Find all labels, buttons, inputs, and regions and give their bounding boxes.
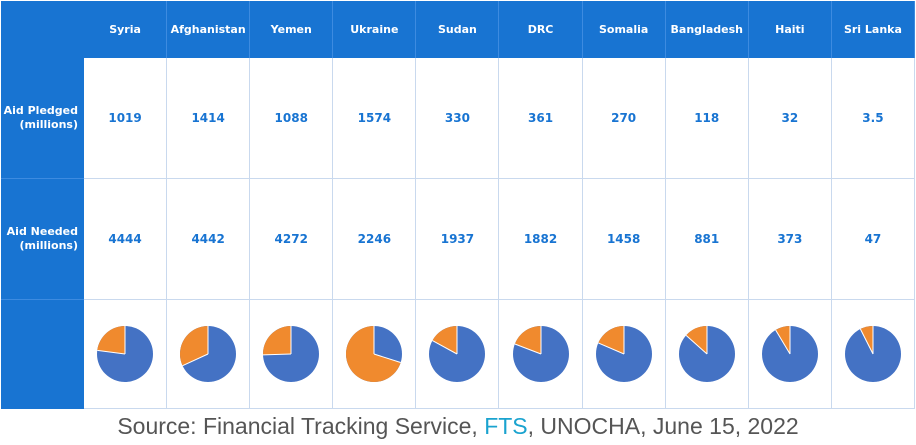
- pie-cell: [416, 300, 500, 409]
- pie-chart: [263, 326, 320, 382]
- column-header: Haiti: [748, 1, 832, 58]
- table-cell-value: 118: [665, 58, 749, 179]
- row-label: Aid Needed (millions): [1, 179, 84, 300]
- pie-slice-pledged: [432, 326, 458, 354]
- column-header: Afghanistan: [167, 1, 251, 58]
- pie-cell: [748, 300, 832, 409]
- column-header: Sudan: [416, 1, 500, 58]
- aid-table: Syria Afghanistan Yemen Ukraine Sudan DRC Soma…: [1, 1, 915, 409]
- pie-cell: [333, 300, 417, 409]
- pie-separator: [859, 328, 874, 355]
- pie-chart: [346, 326, 403, 382]
- pie-separator: [775, 329, 791, 355]
- table-cell-value: 4444: [84, 179, 168, 300]
- table-cell-value: 1574: [333, 58, 417, 179]
- pie-separator: [374, 353, 402, 363]
- pie-chart: [180, 326, 237, 382]
- header-corner: [1, 1, 84, 58]
- column-header: Yemen: [250, 1, 334, 58]
- table-cell-value: 1019: [84, 58, 168, 179]
- column-header: Bangladesh: [665, 1, 749, 58]
- pie-slice-pledged: [263, 326, 292, 355]
- pie-slice-pledged: [685, 326, 707, 354]
- pie-cell: [250, 300, 334, 409]
- pie-row-label: [1, 300, 84, 409]
- table-cell-value: 32: [748, 58, 832, 179]
- pie-slice-pledged: [180, 326, 209, 366]
- column-header: Somalia: [582, 1, 666, 58]
- pie-chart: [761, 326, 818, 382]
- caption-text-end: , UNOCHA, June 15, 2022: [527, 413, 799, 439]
- table-cell-value: 1882: [499, 179, 583, 300]
- table-cell-value: 3.5: [831, 58, 915, 179]
- table-cell-value: 881: [665, 179, 749, 300]
- pie-separator: [597, 342, 624, 355]
- table-cell-value: 4272: [250, 179, 334, 300]
- table-cell-value: 373: [748, 179, 832, 300]
- table-cell-value: 1414: [167, 58, 251, 179]
- pie-cell: [499, 300, 583, 409]
- pie-separator: [182, 353, 209, 367]
- pie-separator: [685, 334, 708, 355]
- pie-slice-pledged: [597, 326, 624, 354]
- table-cell-value: 330: [416, 58, 500, 179]
- pie-slice-pledged: [97, 326, 126, 354]
- fts-link[interactable]: FTS: [484, 413, 528, 439]
- pie-chart: [512, 326, 569, 382]
- column-header: Ukraine: [333, 1, 417, 58]
- pie-chart: [97, 326, 154, 382]
- pie-slice-pledged: [346, 326, 402, 382]
- pie-cell: [582, 300, 666, 409]
- column-header: Sri Lanka: [831, 1, 915, 58]
- pie-separator: [432, 340, 458, 355]
- table-cell-value: 1458: [582, 179, 666, 300]
- pie-slice-pledged: [775, 326, 790, 354]
- column-header: Syria: [84, 1, 168, 58]
- pie-separator: [514, 343, 541, 355]
- table-cell-value: 361: [499, 58, 583, 179]
- pie-chart: [678, 326, 735, 382]
- pie-slice-pledged: [514, 326, 541, 354]
- pie-chart: [595, 326, 652, 382]
- column-header: DRC: [499, 1, 583, 58]
- pie-cell: [665, 300, 749, 409]
- table-cell-value: 1937: [416, 179, 500, 300]
- pie-cell: [84, 300, 168, 409]
- table-cell-value: 47: [831, 179, 915, 300]
- table-cell-value: 1088: [250, 58, 334, 179]
- row-label: Aid Pledged (millions): [1, 58, 84, 179]
- source-caption: Source: Financial Tracking Service, FTS,…: [0, 410, 916, 443]
- pie-chart: [429, 326, 486, 382]
- pie-separator: [263, 353, 292, 356]
- table-cell-value: 270: [582, 58, 666, 179]
- pie-cell: [831, 300, 915, 409]
- pie-cell: [167, 300, 251, 409]
- caption-text-start: Source: Financial Tracking Service,: [117, 413, 485, 439]
- pie-chart: [844, 326, 901, 382]
- pie-separator: [97, 349, 126, 355]
- table-cell-value: 4442: [167, 179, 251, 300]
- table-cell-value: 2246: [333, 179, 417, 300]
